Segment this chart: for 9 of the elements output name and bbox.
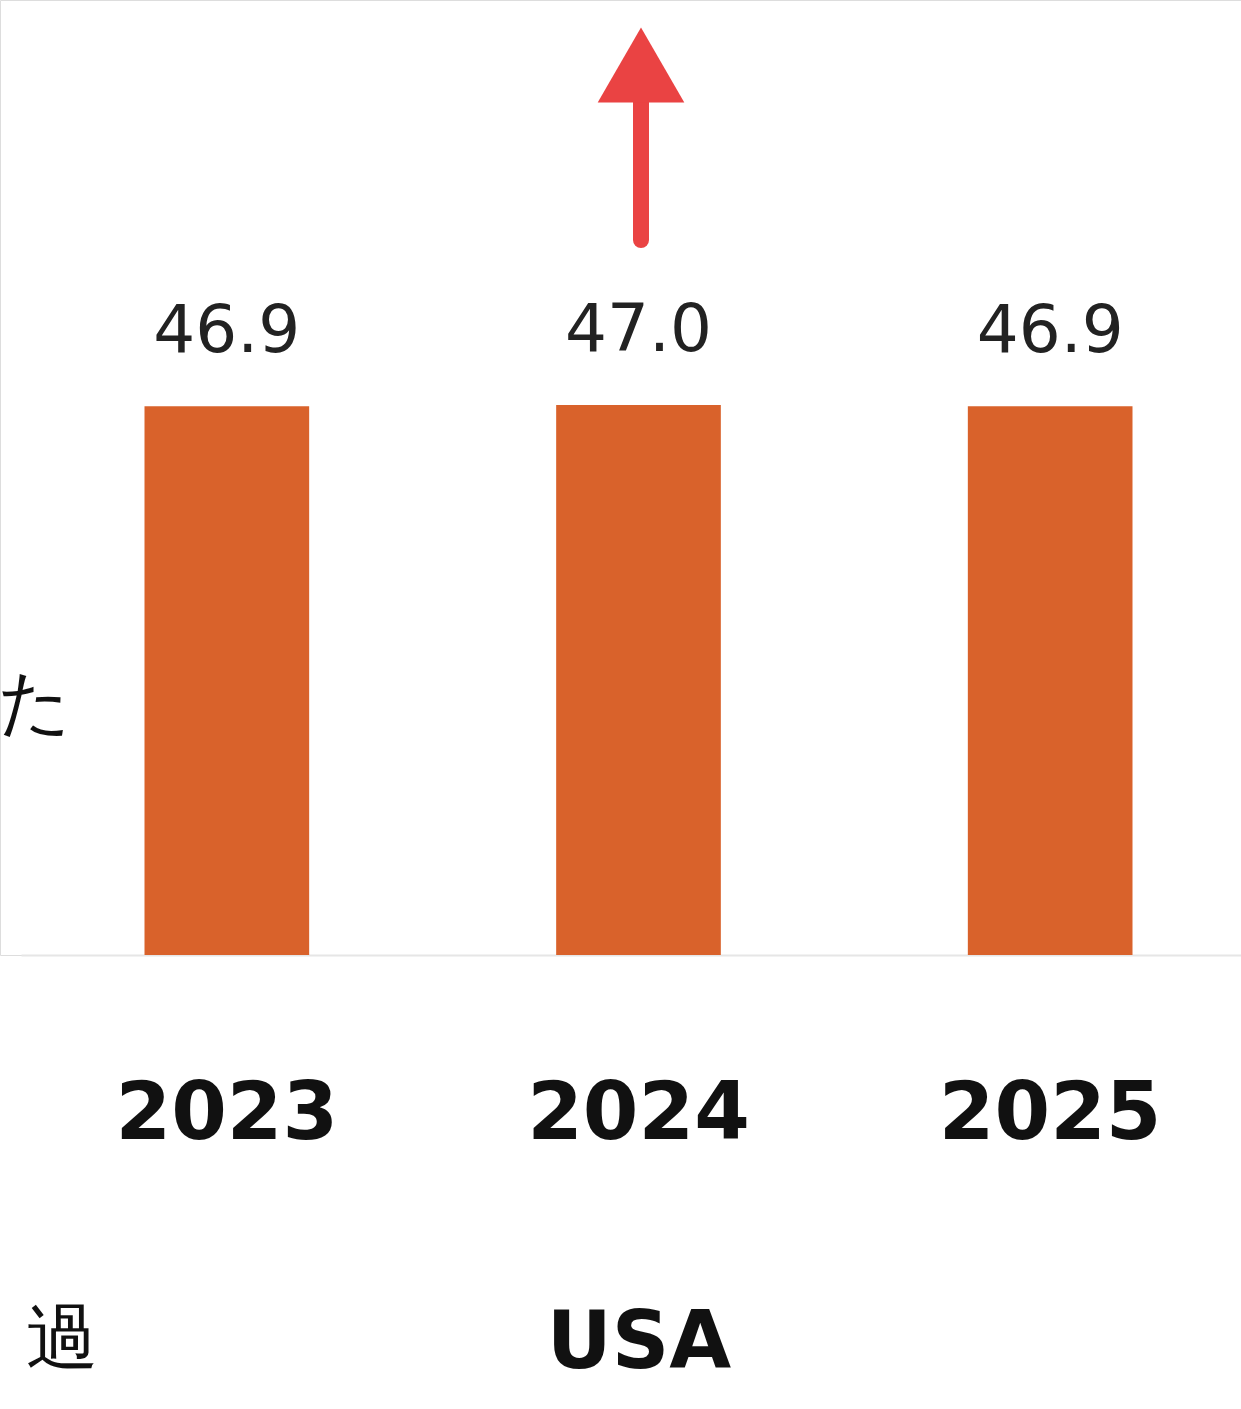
data-label: 46.9 <box>153 291 301 369</box>
x-tick-label: 2023 <box>115 1064 339 1158</box>
annotation: た <box>0 660 72 744</box>
x-axis-title: USA <box>546 1293 732 1387</box>
x-tick-label: 2025 <box>938 1064 1162 1158</box>
data-label: 46.9 <box>976 291 1124 369</box>
data-label: 47.0 <box>565 290 712 367</box>
text: 過 <box>26 1295 98 1379</box>
x-tick-label: 2024 <box>527 1064 750 1158</box>
